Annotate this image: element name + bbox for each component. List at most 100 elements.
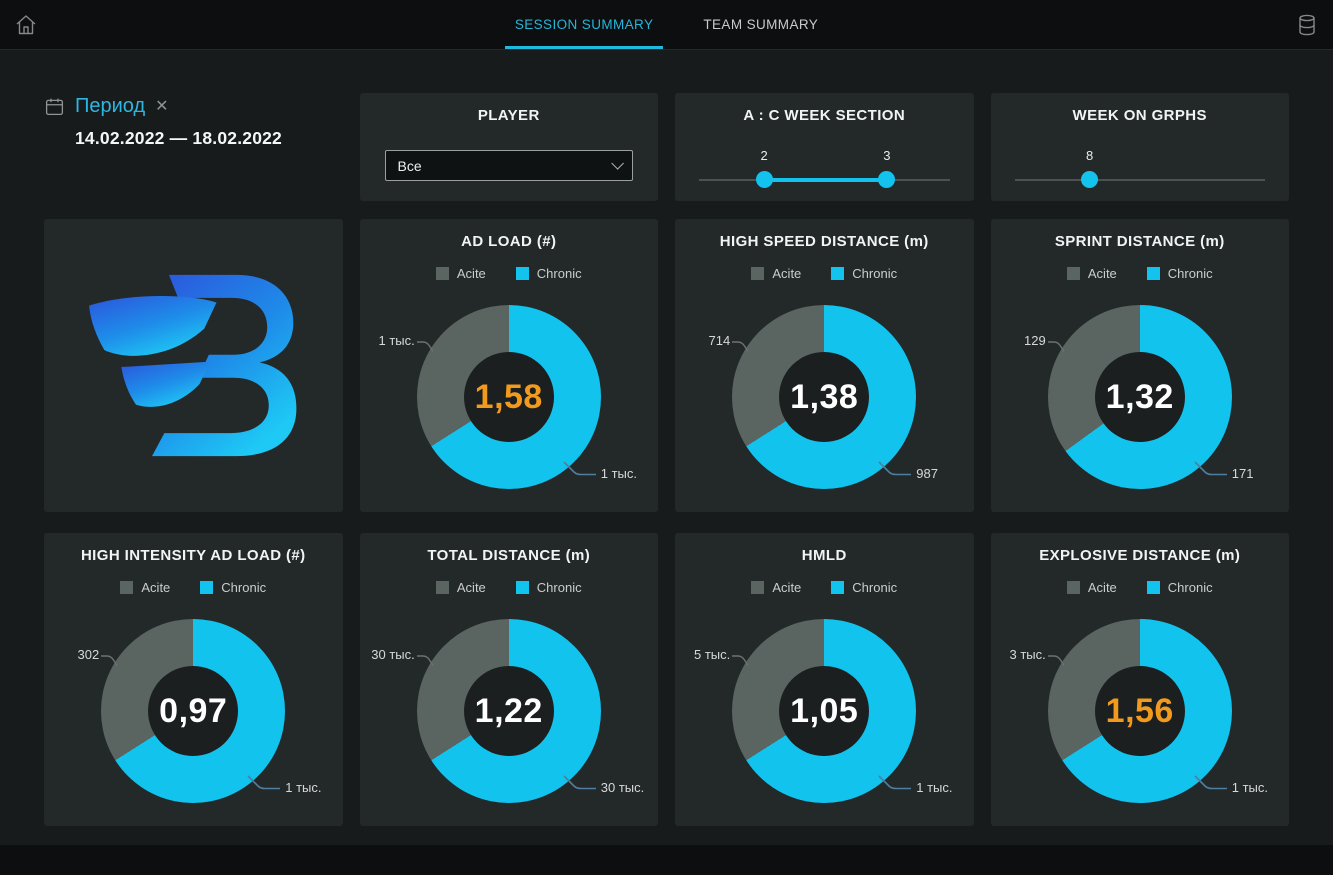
callout-right-label: 30 тыс. <box>600 780 645 795</box>
donut-ring[interactable]: 1,05 <box>732 619 917 803</box>
donut-ring[interactable]: 1,38 <box>732 305 917 489</box>
donut-chart-card: SPRINT DISTANCE (m) Acite Chronic 1,32 1… <box>990 219 1290 512</box>
donut-center-value: 1,58 <box>474 377 543 416</box>
database-icon[interactable] <box>1295 13 1319 37</box>
legend-item-acute[interactable]: Acite <box>751 266 801 281</box>
period-label: Период <box>75 95 146 117</box>
legend-acute-label: Acite <box>456 580 486 595</box>
legend-acute-label: Acite <box>772 580 802 595</box>
callout-right-connector <box>878 775 912 790</box>
player-filter-card: PLAYER Все <box>359 93 658 201</box>
donut-ring[interactable]: 1,56 <box>1047 619 1232 803</box>
dashboard-content: Период ✕ 14.02.2022 — 18.02.2022 PLAYER … <box>0 50 1333 845</box>
donut-center-value: 1,05 <box>790 691 859 730</box>
legend-chronic-label: Chronic <box>536 580 582 595</box>
callout-right-connector <box>1194 775 1227 790</box>
tab-session-summary[interactable]: SESSION SUMMARY <box>504 0 663 49</box>
callout-right-label: 987 <box>916 466 938 481</box>
legend-item-acute[interactable]: Acite <box>435 580 486 595</box>
week-slider-handle-label: 8 <box>1086 148 1094 163</box>
tab-team-summary[interactable]: TEAM SUMMARY <box>703 17 819 32</box>
donut-hole: 1,05 <box>779 666 870 756</box>
player-filter-title: PLAYER <box>477 107 540 124</box>
donut-ring[interactable]: 1,58 <box>416 305 601 489</box>
chronic-swatch <box>515 581 529 594</box>
week-slider-track[interactable]: 8 <box>1014 148 1265 188</box>
acute-swatch <box>1066 267 1080 280</box>
clear-filter-icon[interactable]: ✕ <box>155 97 169 115</box>
legend-acute-label: Acite <box>772 266 802 281</box>
chart-title: EXPLOSIVE DISTANCE (m) <box>1039 547 1241 564</box>
legend-item-chronic[interactable]: Chronic <box>831 580 897 595</box>
donut-chart-card: TOTAL DISTANCE (m) Acite Chronic 1,22 30… <box>359 533 659 826</box>
slider-knob[interactable] <box>755 171 773 188</box>
week-slider-handle[interactable]: 8 <box>1068 148 1112 188</box>
chart-legend: Acite Chronic <box>675 580 974 595</box>
callout-right-connector <box>1194 461 1227 476</box>
callout-right-connector <box>563 775 596 790</box>
legend-chronic-label: Chronic <box>852 580 898 595</box>
chart-title: AD LOAD (#) <box>461 233 557 250</box>
callout-right-connector <box>563 461 596 476</box>
legend-item-acute[interactable]: Acite <box>1066 266 1117 281</box>
legend-item-chronic[interactable]: Chronic <box>1146 580 1213 595</box>
legend-item-chronic[interactable]: Chronic <box>1146 266 1213 281</box>
period-filter: Период ✕ 14.02.2022 — 18.02.2022 <box>44 93 343 201</box>
chart-legend: Acite Chronic <box>360 580 659 595</box>
slider-knob[interactable] <box>1081 171 1099 188</box>
legend-item-chronic[interactable]: Chronic <box>831 266 897 281</box>
callout-left-connector <box>416 655 434 666</box>
chronic-swatch <box>831 581 845 594</box>
home-icon[interactable] <box>14 13 38 37</box>
legend-acute-label: Acite <box>1087 266 1117 281</box>
footer-strip <box>0 845 1333 875</box>
legend-item-chronic[interactable]: Chronic <box>515 266 582 281</box>
legend-item-acute[interactable]: Acite <box>120 580 170 595</box>
chart-title: SPRINT DISTANCE (m) <box>1054 233 1225 250</box>
legend-item-chronic[interactable]: Chronic <box>515 580 582 595</box>
callout-left-label: 302 <box>77 647 100 662</box>
ac-week-section-title: A : C WEEK SECTION <box>743 107 906 124</box>
acute-swatch <box>120 581 134 594</box>
week-on-graphs-card: WEEK ON GRPHS 8 <box>990 93 1289 201</box>
ac-slider-handle-label: 2 <box>760 148 768 163</box>
slider-knob[interactable] <box>878 171 896 188</box>
callout-left-label: 714 <box>708 333 731 348</box>
callout-right-connector <box>247 775 281 790</box>
ac-slider-handle[interactable]: 2 <box>742 148 786 188</box>
club-logo-card <box>44 219 343 512</box>
chronic-swatch <box>515 267 529 280</box>
donut-hole: 1,58 <box>463 352 554 442</box>
ac-slider-handle-label: 3 <box>883 148 891 163</box>
donut-hole: 1,56 <box>1094 666 1185 756</box>
legend-item-acute[interactable]: Acite <box>1066 580 1117 595</box>
callout-left-label: 30 тыс. <box>371 647 415 662</box>
donut-chart-card: HIGH INTENSITY AD LOAD (#) Acite Chronic… <box>44 533 343 826</box>
week-on-graphs-title: WEEK ON GRPHS <box>1072 107 1207 124</box>
chart-legend: Acite Chronic <box>44 580 343 595</box>
charts-grid: AD LOAD (#) Acite Chronic 1,58 1 тыс. 1 … <box>44 219 1289 826</box>
chart-legend: Acite Chronic <box>991 266 1290 281</box>
tab-bar: SESSION SUMMARY TEAM SUMMARY <box>504 0 819 49</box>
donut-center-value: 1,32 <box>1105 377 1174 416</box>
ac-slider-handle[interactable]: 3 <box>865 148 909 188</box>
ac-week-slider-range <box>764 178 887 182</box>
chart-legend: Acite Chronic <box>360 266 659 281</box>
player-select[interactable]: Все <box>384 150 633 181</box>
legend-item-acute[interactable]: Acite <box>435 266 486 281</box>
donut-chart-card: HIGH SPEED DISTANCE (m) Acite Chronic 1,… <box>675 219 974 512</box>
donut-center-value: 1,56 <box>1105 691 1174 730</box>
ac-week-slider-track[interactable]: 2 3 <box>699 148 950 188</box>
legend-item-acute[interactable]: Acite <box>751 580 801 595</box>
donut-ring[interactable]: 1,32 <box>1047 305 1232 489</box>
donut-ring[interactable]: 0,97 <box>101 619 286 803</box>
legend-item-chronic[interactable]: Chronic <box>200 580 266 595</box>
donut-ring[interactable]: 1,22 <box>416 619 601 803</box>
donut-hole: 1,38 <box>779 352 870 442</box>
donut-center-value: 0,97 <box>159 691 228 730</box>
donut-hole: 0,97 <box>148 666 239 756</box>
chart-title: HIGH INTENSITY AD LOAD (#) <box>80 547 306 564</box>
donut-chart-card: EXPLOSIVE DISTANCE (m) Acite Chronic 1,5… <box>990 533 1289 826</box>
callout-left-label: 129 <box>1024 333 1046 348</box>
legend-acute-label: Acite <box>141 580 171 595</box>
